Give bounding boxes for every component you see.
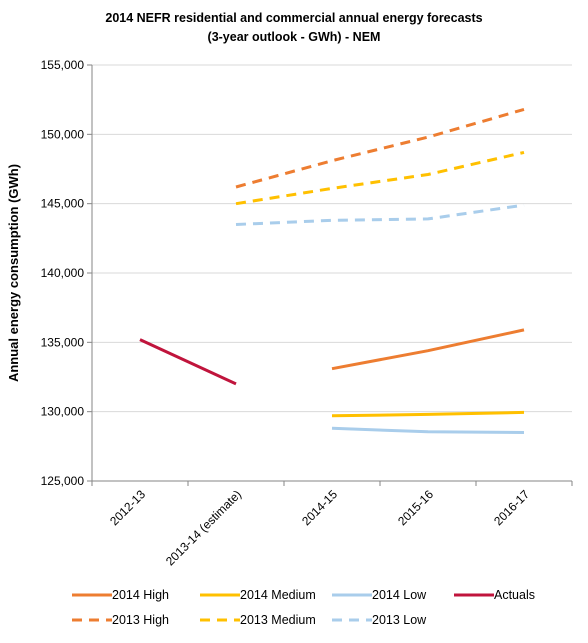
y-tick-label: 130,000 xyxy=(41,405,85,419)
y-tick-label: 125,000 xyxy=(41,474,85,488)
legend-label: 2014 Medium xyxy=(240,588,316,602)
legend-item-2014-low: 2014 Low xyxy=(332,588,427,602)
legend-item-2013-medium: 2013 Medium xyxy=(200,613,316,627)
series-line-actuals xyxy=(139,338,237,386)
series-line-2013-high xyxy=(235,107,525,189)
legend-label: 2013 Low xyxy=(372,613,427,627)
series-line-2014-medium xyxy=(331,410,525,418)
y-tick-label: 140,000 xyxy=(41,266,85,280)
y-tick-label: 135,000 xyxy=(41,335,85,349)
legend-label: 2014 Low xyxy=(372,588,427,602)
y-tick-label: 155,000 xyxy=(41,58,85,72)
legend-item-2013-high: 2013 High xyxy=(72,613,169,627)
series-line-2013-medium xyxy=(235,150,525,206)
series-lines xyxy=(139,107,525,434)
legend-label: 2014 High xyxy=(112,588,169,602)
y-axis-label: Annual energy consumption (GWh) xyxy=(6,164,21,382)
legend-label: 2013 Medium xyxy=(240,613,316,627)
x-tick-label: 2016-17 xyxy=(491,487,532,528)
series-line-2014-high xyxy=(331,328,525,371)
x-tick-label: 2015-16 xyxy=(395,487,436,528)
chart-title: 2014 NEFR residential and commercial ann… xyxy=(105,11,482,44)
x-tick-label: 2012-13 xyxy=(107,487,148,528)
x-axis-ticks: 2012-13 2013-14 (estimate) 2014-15 2015-16 2… xyxy=(91,481,573,568)
chart-title-line-1: 2014 NEFR residential and commercial ann… xyxy=(105,11,482,25)
legend-label: 2013 High xyxy=(112,613,169,627)
legend-item-2014-medium: 2014 Medium xyxy=(200,588,316,602)
x-tick-label: 2013-14 (estimate) xyxy=(163,487,244,568)
y-tick-label: 150,000 xyxy=(41,127,85,141)
legend-item-actuals: Actuals xyxy=(454,588,535,602)
x-tick-label: 2014-15 xyxy=(299,487,340,528)
series-line-2014-low xyxy=(331,426,525,434)
series-line-2013-low xyxy=(235,203,525,226)
legend: 2014 High 2014 Medium 2014 Low Actuals 2013 … xyxy=(72,588,535,627)
chart-title-line-2: (3-year outlook - GWh) - NEM xyxy=(208,30,381,44)
y-axis-ticks: 125,000 130,000 135,000 140,000 145,000 150,0… xyxy=(41,58,92,488)
legend-label: Actuals xyxy=(494,588,535,602)
y-tick-label: 145,000 xyxy=(41,197,85,211)
legend-item-2013-low: 2013 Low xyxy=(332,613,427,627)
legend-item-2014-high: 2014 High xyxy=(72,588,169,602)
